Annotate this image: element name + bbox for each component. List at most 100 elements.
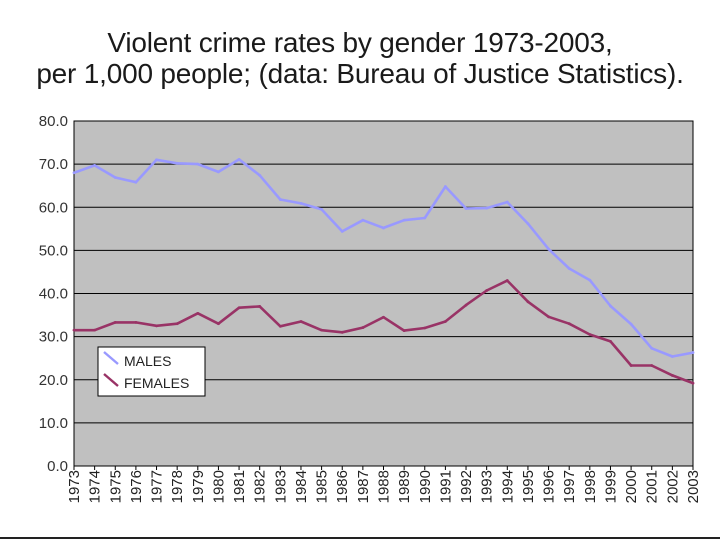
data-point-females <box>526 300 530 304</box>
data-point-females <box>485 289 489 292</box>
data-point-females <box>196 311 200 315</box>
data-point-males <box>444 185 447 188</box>
x-tick-label: 1998 <box>582 470 599 503</box>
data-point-females <box>258 305 262 308</box>
data-point-females <box>588 333 592 336</box>
data-point-males <box>629 322 633 326</box>
legend-label-females: FEMALES <box>124 375 189 391</box>
data-point-females <box>382 315 385 319</box>
data-point-females <box>361 326 365 329</box>
x-tick-label: 1976 <box>128 470 145 503</box>
data-point-females <box>320 328 323 332</box>
x-tick-label: 1989 <box>396 470 413 503</box>
data-point-females <box>175 322 179 326</box>
data-point-females <box>93 328 97 332</box>
data-point-males <box>464 207 468 210</box>
data-point-males <box>217 170 220 174</box>
data-point-females <box>629 364 633 367</box>
bottom-divider <box>0 537 720 539</box>
data-point-males <box>93 164 97 167</box>
data-point-females <box>237 306 241 310</box>
x-tick-label: 1992 <box>458 470 475 503</box>
x-tick-label: 1996 <box>541 470 558 503</box>
legend-swatch-females <box>103 373 119 387</box>
data-point-males <box>485 206 489 210</box>
data-point-males <box>670 355 674 358</box>
data-point-males <box>505 200 509 204</box>
data-point-females <box>72 328 76 332</box>
data-point-males <box>320 208 323 211</box>
data-point-females <box>278 324 282 328</box>
data-point-females <box>155 324 158 328</box>
data-point-males <box>526 222 530 226</box>
y-tick-label: 70.0 <box>39 156 68 173</box>
x-tick-label: 1997 <box>561 470 578 503</box>
data-point-females <box>299 320 303 323</box>
x-tick-label: 2003 <box>685 470 702 503</box>
x-tick-label: 1995 <box>520 470 537 503</box>
x-tick-label: 1973 <box>66 470 83 503</box>
x-tick-label: 2001 <box>644 470 661 503</box>
x-tick-label: 2002 <box>664 470 681 503</box>
x-tick-label: 1979 <box>190 470 207 503</box>
data-point-females <box>650 364 654 367</box>
data-point-males <box>237 157 241 161</box>
data-point-males <box>547 247 550 251</box>
data-point-males <box>113 176 117 179</box>
data-point-females <box>505 279 509 282</box>
data-point-males <box>402 218 406 222</box>
y-tick-label: 40.0 <box>39 286 68 303</box>
x-tick-label: 1978 <box>169 470 186 503</box>
data-point-females <box>444 320 447 323</box>
data-point-females <box>547 315 550 319</box>
data-point-females <box>567 322 571 326</box>
data-point-males <box>650 346 654 350</box>
y-tick-label: 10.0 <box>39 415 68 432</box>
data-point-females <box>134 320 138 324</box>
data-point-females <box>670 374 674 377</box>
y-tick-label: 60.0 <box>39 199 68 216</box>
x-tick-label: 1980 <box>210 470 227 503</box>
data-point-males <box>588 278 592 282</box>
x-tick-label: 2000 <box>623 470 640 503</box>
x-tick-label: 1994 <box>499 470 516 503</box>
data-point-males <box>196 162 200 166</box>
x-tick-label: 1982 <box>252 470 269 503</box>
legend-swatch-males <box>103 351 119 365</box>
x-tick-label: 1988 <box>376 470 393 503</box>
data-point-males <box>155 158 158 162</box>
x-tick-label: 1991 <box>437 470 454 503</box>
data-point-females <box>340 330 344 334</box>
data-point-males <box>340 230 344 233</box>
data-point-females <box>217 322 220 326</box>
legend-label-males: MALES <box>124 353 171 369</box>
chart-title-block: Violent crime rates by gender 1973-2003,… <box>0 27 720 89</box>
series-lines <box>72 157 695 385</box>
y-tick-label: 80.0 <box>39 113 68 130</box>
x-tick-label: 1983 <box>272 470 289 503</box>
data-point-males <box>609 304 612 308</box>
x-tick-label: 1977 <box>149 470 166 503</box>
x-tick-label: 1993 <box>479 470 496 503</box>
data-point-males <box>361 218 365 222</box>
data-point-males <box>278 198 282 201</box>
x-tick-label: 1986 <box>334 470 351 503</box>
x-tick-label: 1985 <box>314 470 331 503</box>
y-tick-label: 0.0 <box>47 458 68 475</box>
data-point-males <box>175 161 179 165</box>
y-tick-label: 20.0 <box>39 372 68 389</box>
x-tick-label: 1999 <box>602 470 619 503</box>
data-point-males <box>382 226 385 230</box>
y-axis-ticks: 0.0 10.0 20.0 30.0 40.0 50.0 60.0 70.0 80.0 <box>39 113 68 475</box>
data-point-females <box>402 329 406 332</box>
x-tick-label: 1981 <box>231 470 248 503</box>
data-point-females <box>691 381 695 385</box>
y-tick-label: 30.0 <box>39 329 68 346</box>
chart-subtitle: per 1,000 people; (data: Bureau of Justi… <box>36 58 684 89</box>
x-tick-label: 1990 <box>417 470 434 503</box>
data-point-males <box>567 267 571 270</box>
x-tick-label: 1975 <box>107 470 124 503</box>
data-point-males <box>134 180 138 184</box>
legend: MALES FEMALES <box>97 346 206 397</box>
x-tick-label: 1987 <box>355 470 372 503</box>
